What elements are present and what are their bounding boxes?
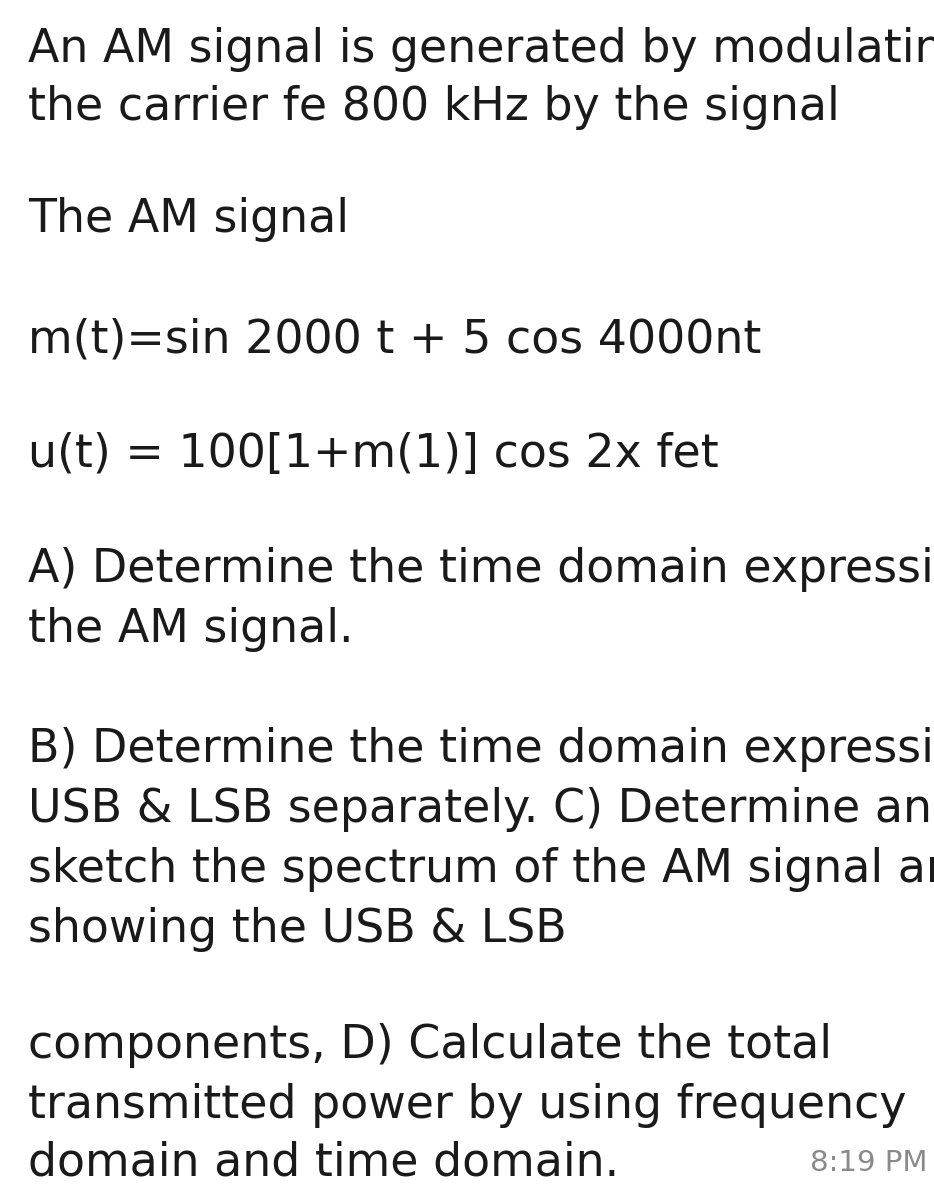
Text: sketch the spectrum of the AM signal and: sketch the spectrum of the AM signal and: [28, 847, 934, 893]
Text: components, D) Calculate the total: components, D) Calculate the total: [28, 1022, 832, 1068]
Text: the carrier fe 800 kHz by the signal: the carrier fe 800 kHz by the signal: [28, 85, 840, 131]
Text: domain and time domain.: domain and time domain.: [28, 1140, 619, 1186]
Text: USB & LSB separately. C) Determine and: USB & LSB separately. C) Determine and: [28, 787, 934, 833]
Text: A) Determine the time domain expression of: A) Determine the time domain expression …: [28, 547, 934, 593]
Text: showing the USB & LSB: showing the USB & LSB: [28, 907, 567, 953]
Text: 8:19 PM: 8:19 PM: [810, 1150, 927, 1177]
Text: The AM signal: The AM signal: [28, 198, 349, 242]
Text: B) Determine the time domain expression of: B) Determine the time domain expression …: [28, 727, 934, 773]
Text: m(t)=sin 2000 t + 5 cos 4000nt: m(t)=sin 2000 t + 5 cos 4000nt: [28, 318, 761, 362]
Text: An AM signal is generated by modulating: An AM signal is generated by modulating: [28, 28, 934, 72]
Text: transmitted power by using frequency: transmitted power by using frequency: [28, 1082, 907, 1128]
Text: u(t) = 100[1+m(1)] cos 2x fet: u(t) = 100[1+m(1)] cos 2x fet: [28, 432, 719, 478]
Text: the AM signal.: the AM signal.: [28, 607, 354, 653]
